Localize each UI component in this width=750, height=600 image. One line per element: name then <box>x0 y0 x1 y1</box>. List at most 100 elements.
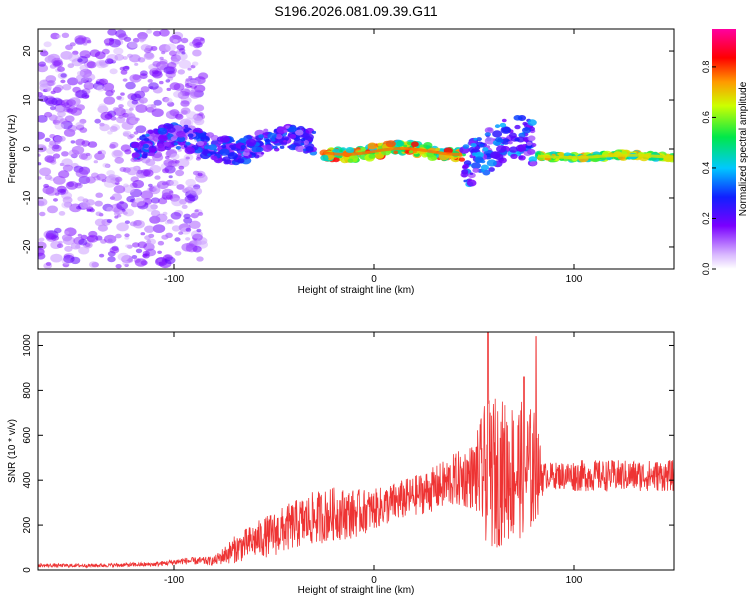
heatmap-cell <box>99 78 108 85</box>
heatmap-cell <box>186 242 195 249</box>
heatmap-cell <box>114 157 124 164</box>
heatmap-cell <box>403 144 408 148</box>
heatmap-cell <box>38 115 48 123</box>
heatmap-cell <box>157 258 163 262</box>
heatmap-cell <box>132 242 140 248</box>
heatmap-cell <box>74 35 87 44</box>
heatmap-cell <box>155 213 168 223</box>
heatmap-cell <box>194 117 205 126</box>
heatmap-cell <box>106 219 113 223</box>
heatmap-cell <box>492 130 503 138</box>
heatmap-cell <box>194 104 205 112</box>
heatmap-cell <box>473 137 478 141</box>
heatmap-cell <box>154 175 161 180</box>
heatmap-cell <box>140 44 151 52</box>
heatmap-cell <box>396 140 405 147</box>
heatmap-cell <box>96 85 105 92</box>
heatmap-cell <box>50 253 63 263</box>
heatmap-cell <box>38 198 48 207</box>
heatmap-cell <box>57 110 66 118</box>
heatmap-cell <box>476 137 482 142</box>
heatmap-cell <box>462 144 470 150</box>
heatmap-cell <box>120 69 128 75</box>
heatmap-cell <box>115 176 123 182</box>
heatmap-cell <box>51 144 62 152</box>
heatmap-cell <box>38 237 45 242</box>
heatmap-cell <box>75 168 89 178</box>
heatmap-cell <box>44 174 53 180</box>
heatmap-cell <box>46 156 57 164</box>
heatmap-cell <box>207 153 211 156</box>
heatmap-cell <box>158 134 168 142</box>
heatmap-cell <box>54 122 64 130</box>
spectrogram-xtick-label: -100 <box>164 274 184 285</box>
heatmap-cell <box>461 169 469 175</box>
heatmap-cell <box>187 67 192 71</box>
heatmap-cell <box>185 178 196 187</box>
colorbar-gradient <box>712 29 736 269</box>
heatmap-cell <box>273 145 278 149</box>
heatmap-cell <box>109 68 118 75</box>
heatmap-cell <box>86 208 92 212</box>
heatmap-cell <box>76 70 85 77</box>
heatmap-cell <box>195 173 208 183</box>
heatmap-cell <box>139 73 148 79</box>
heatmap-cell <box>107 256 116 263</box>
heatmap-cell <box>488 167 495 172</box>
heatmap-cell <box>328 155 333 159</box>
heatmap-cell <box>258 134 264 139</box>
heatmap-cell <box>522 143 527 147</box>
heatmap-cell <box>239 137 246 143</box>
colorbar-tick-label: 0.0 <box>701 263 711 276</box>
heatmap-cell <box>125 112 136 120</box>
heatmap-cell <box>527 119 537 126</box>
heatmap-cell <box>38 162 42 166</box>
heatmap-cell <box>152 153 164 162</box>
heatmap-cell <box>178 59 192 69</box>
figure-title: S196.2026.081.09.39.G11 <box>274 3 437 19</box>
heatmap-cell <box>176 158 190 168</box>
heatmap-cell <box>185 237 191 241</box>
spectrogram-ylabel: Frequency (Hz) <box>7 115 18 184</box>
heatmap-cell <box>463 179 468 183</box>
heatmap-cell <box>65 181 78 190</box>
heatmap-cell <box>124 233 130 238</box>
heatmap-cell <box>159 29 170 37</box>
heatmap-cell <box>484 127 494 134</box>
heatmap-cell <box>54 84 64 91</box>
heatmap-cell <box>480 164 489 171</box>
heatmap-cell <box>466 179 477 187</box>
heatmap-cell <box>307 138 313 143</box>
heatmap-cell <box>124 149 132 155</box>
heatmap-cell <box>224 159 232 165</box>
heatmap-cell <box>181 51 186 55</box>
heatmap-cell <box>178 231 184 235</box>
heatmap-cell <box>131 152 141 159</box>
heatmap-cell <box>39 167 52 176</box>
heatmap-cell <box>103 38 115 46</box>
heatmap-cell <box>134 258 147 267</box>
heatmap-cell <box>121 121 134 130</box>
heatmap-cell <box>61 201 72 209</box>
heatmap-cell <box>118 104 124 109</box>
heatmap-cell <box>169 179 179 187</box>
heatmap-cell <box>132 219 145 229</box>
heatmap-cell <box>514 124 521 130</box>
heatmap-cell <box>510 153 518 159</box>
heatmap-cell <box>172 39 179 43</box>
heatmap-cell <box>77 233 82 237</box>
heatmap-cell <box>53 135 62 142</box>
heatmap-cell <box>173 135 178 139</box>
heatmap-cell <box>529 161 537 166</box>
heatmap-cell <box>385 140 396 148</box>
heatmap-cell <box>108 174 116 180</box>
heatmap-cell <box>77 58 83 63</box>
heatmap-cell <box>95 235 103 241</box>
heatmap-cell <box>181 204 188 209</box>
heatmap-cell <box>152 60 161 67</box>
heatmap-cell <box>87 141 98 148</box>
heatmap-cell <box>75 121 85 129</box>
heatmap-cell <box>204 145 210 150</box>
heatmap-cell <box>435 147 441 152</box>
